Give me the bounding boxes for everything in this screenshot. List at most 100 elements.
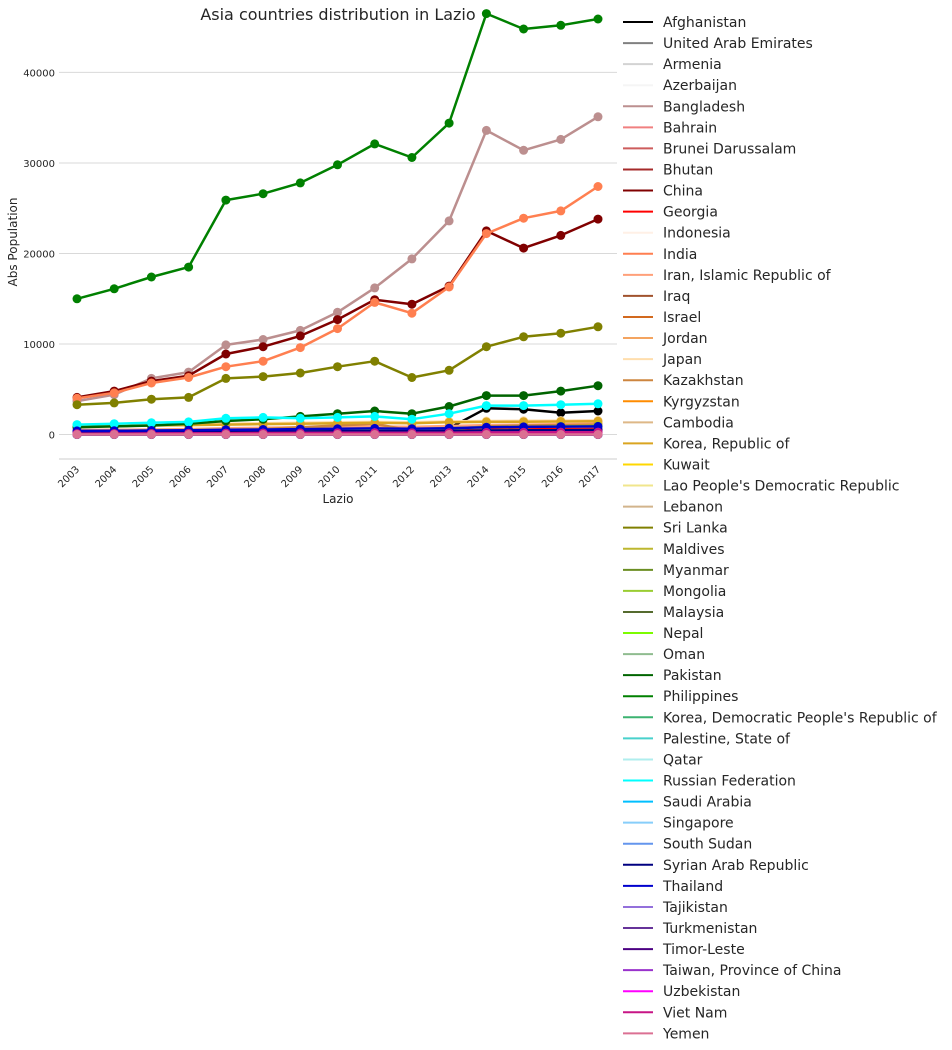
legend-item: Korea, Republic of: [623, 436, 790, 452]
x-tick-label: 2009: [280, 464, 306, 490]
data-point: [72, 400, 82, 410]
legend-item: Uzbekistan: [623, 984, 740, 1000]
legend-label: Azerbaijan: [663, 78, 737, 94]
data-point: [72, 393, 82, 403]
legend-label: Palestine, State of: [663, 731, 791, 747]
legend-item: Korea, Democratic People's Republic of: [623, 710, 938, 726]
data-point: [333, 430, 342, 439]
data-point: [481, 391, 491, 401]
data-point: [556, 230, 566, 240]
legend-label: South Sudan: [663, 837, 752, 853]
legend-label: Iran, Islamic Republic of: [663, 268, 832, 284]
data-point: [519, 213, 529, 223]
data-point: [221, 413, 231, 423]
legend-label: Afghanistan: [663, 15, 746, 31]
legend-label: Syrian Arab Republic: [663, 858, 809, 874]
series-line: [76, 115, 599, 403]
data-point: [519, 243, 529, 253]
data-point: [295, 413, 305, 423]
x-tick-label: 2012: [391, 464, 417, 490]
data-point: [444, 402, 454, 411]
series: [72, 182, 603, 403]
legend-label: Malaysia: [663, 605, 724, 621]
legend-item: Iran, Islamic Republic of: [623, 268, 832, 284]
x-tick-label: 2017: [577, 464, 603, 490]
legend-label: Kuwait: [663, 457, 710, 473]
data-point: [370, 411, 380, 421]
legend-item: Tajikistan: [623, 900, 728, 916]
x-tick-label: 2011: [354, 464, 380, 490]
data-point: [221, 340, 231, 350]
series: [72, 430, 603, 439]
data-point: [444, 216, 454, 226]
data-point: [258, 430, 268, 439]
x-tick-label: 2008: [242, 464, 268, 490]
data-point: [146, 430, 156, 439]
legend-item: Azerbaijan: [623, 78, 737, 94]
legend-item: Cambodia: [623, 415, 734, 431]
legend-item: Timor-Leste: [623, 942, 745, 958]
legend: Afghanistan United Arab Emirates Armenia Az…: [623, 15, 938, 1042]
legend-label: Saudi Arabia: [663, 795, 752, 811]
legend-item: Kuwait: [623, 457, 710, 473]
data-point: [593, 322, 603, 332]
data-point: [333, 412, 342, 422]
legend-label: Lebanon: [663, 500, 723, 516]
x-tick-label: 2003: [56, 464, 82, 490]
data-point: [370, 356, 380, 366]
data-point: [481, 229, 491, 239]
legend-label: United Arab Emirates: [663, 36, 813, 52]
legend-label: Timor-Leste: [662, 942, 745, 958]
legend-item: Bhutan: [623, 162, 713, 178]
x-tick-label: 2006: [168, 464, 194, 490]
legend-item: Lebanon: [623, 500, 723, 516]
data-point: [370, 430, 380, 439]
data-point: [146, 378, 156, 388]
data-point: [556, 430, 566, 439]
legend-item: Yemen: [623, 1026, 709, 1042]
legend-label: Lao People's Democratic Republic: [663, 479, 900, 495]
data-point: [593, 14, 603, 24]
y-tick-label: 20000: [23, 249, 55, 260]
y-tick-labels: 0 10000 20000 30000 40000: [23, 68, 55, 441]
legend-label: Kyrgyzstan: [663, 394, 740, 410]
series-layer: [72, 9, 603, 440]
data-point: [370, 283, 380, 293]
legend-item: China: [623, 184, 703, 200]
legend-label: Viet Nam: [663, 1005, 727, 1021]
legend-label: Korea, Democratic People's Republic of: [663, 710, 938, 726]
data-point: [258, 342, 268, 352]
data-point: [556, 328, 566, 338]
x-axis-title: Lazio: [322, 492, 353, 506]
data-point: [146, 394, 156, 404]
legend-label: China: [663, 184, 703, 200]
data-point: [519, 145, 529, 155]
data-point: [109, 284, 119, 294]
legend-item: Viet Nam: [623, 1005, 727, 1021]
gridlines: [59, 71, 617, 436]
series: [72, 322, 603, 410]
legend-item: Turkmenistan: [623, 921, 757, 937]
legend-label: Brunei Darussalam: [663, 141, 796, 157]
legend-item: Indonesia: [623, 226, 731, 242]
data-point: [519, 391, 529, 401]
legend-item: Georgia: [623, 205, 718, 221]
y-tick-label: 0: [49, 431, 55, 442]
data-point: [333, 307, 342, 317]
data-point: [519, 401, 529, 411]
data-point: [556, 408, 566, 418]
data-point: [258, 356, 268, 366]
data-point: [481, 401, 491, 411]
legend-item: South Sudan: [623, 837, 752, 853]
legend-label: Sri Lanka: [663, 521, 728, 537]
data-point: [407, 373, 417, 382]
data-point: [72, 430, 82, 439]
series-line: [76, 12, 599, 301]
y-tick-label: 30000: [23, 159, 55, 170]
legend-item: Israel: [623, 310, 701, 326]
x-tick-label: 2016: [540, 464, 566, 490]
data-point: [295, 343, 305, 353]
x-tick-label: 2013: [428, 464, 454, 490]
